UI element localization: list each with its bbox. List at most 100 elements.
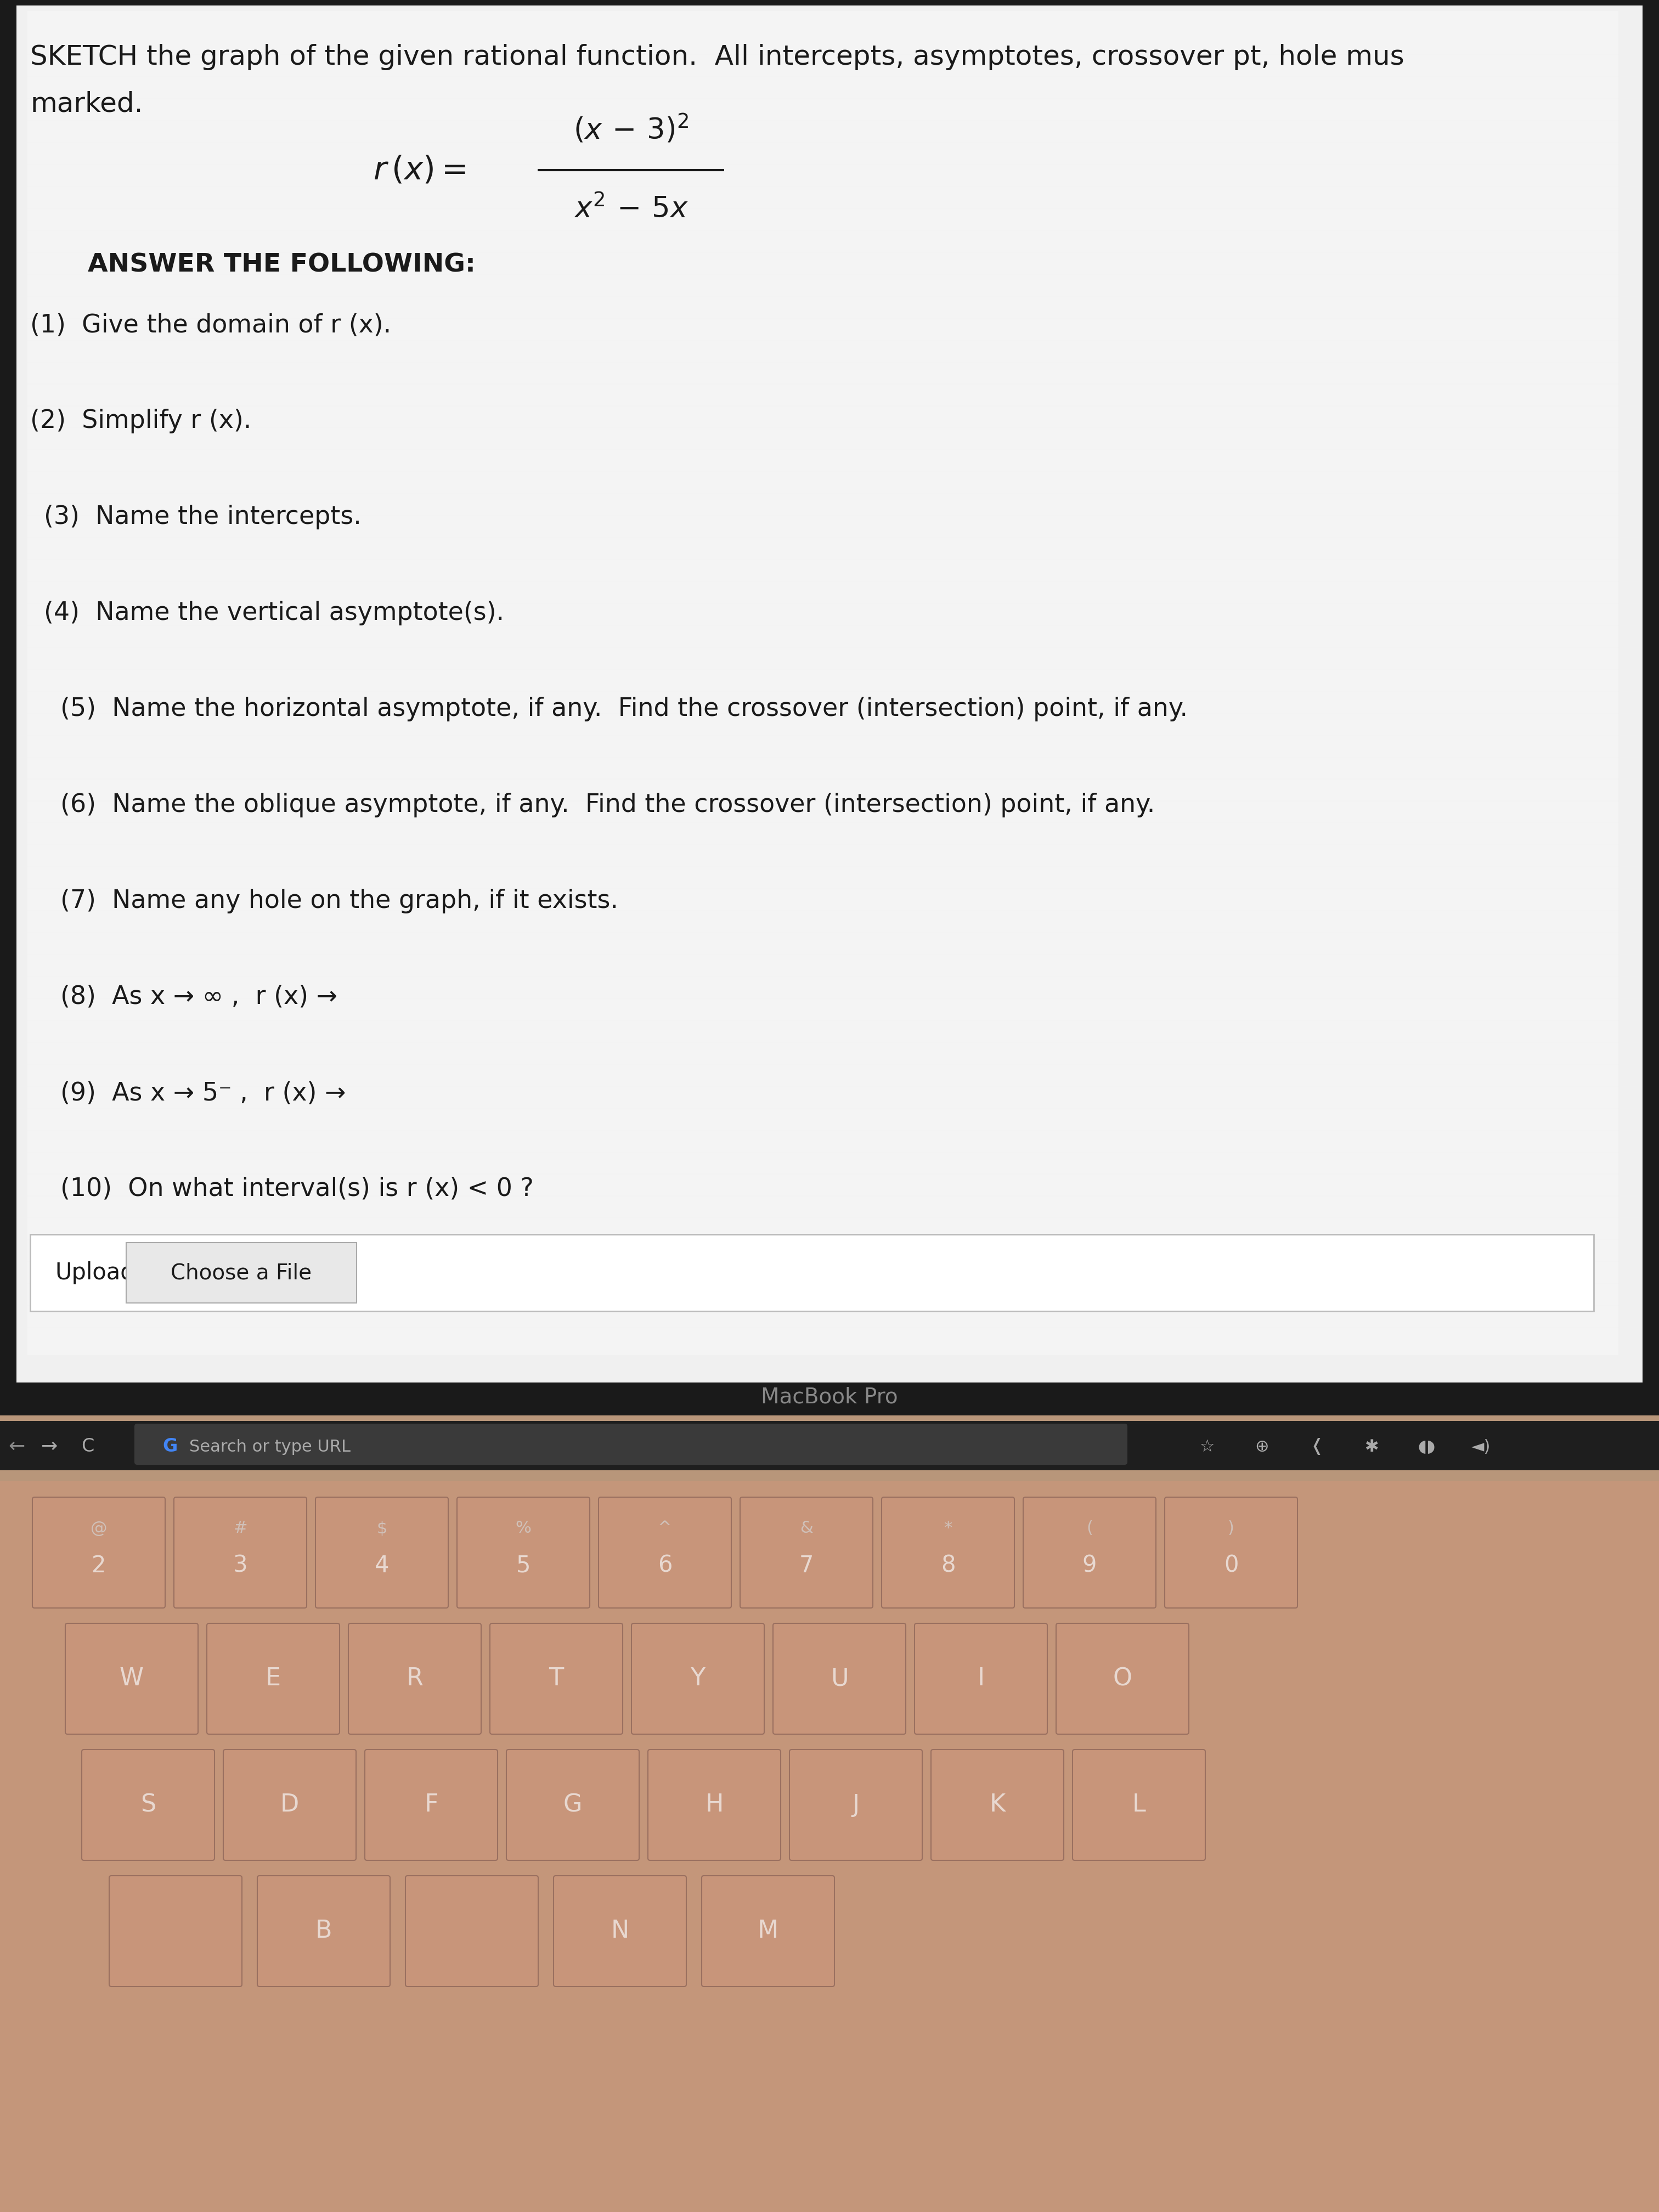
FancyBboxPatch shape — [257, 1876, 390, 1986]
Text: (: ( — [1087, 1520, 1093, 1537]
Text: $(x\,-\,3)^2$: $(x\,-\,3)^2$ — [574, 113, 688, 146]
Text: B: B — [315, 1920, 332, 1942]
Text: 9: 9 — [1082, 1555, 1097, 1577]
Text: ✱: ✱ — [1365, 1438, 1379, 1455]
Text: T: T — [549, 1668, 564, 1690]
FancyBboxPatch shape — [365, 1750, 498, 1860]
FancyBboxPatch shape — [632, 1624, 765, 1734]
Text: $x^2\,-\,5x$: $x^2\,-\,5x$ — [574, 195, 688, 223]
Text: O: O — [1113, 1668, 1131, 1690]
Text: C: C — [81, 1438, 95, 1455]
FancyBboxPatch shape — [348, 1624, 481, 1734]
Text: 0: 0 — [1224, 1555, 1238, 1577]
Text: (1)  Give the domain of r (x).: (1) Give the domain of r (x). — [30, 312, 392, 338]
Text: ⊕: ⊕ — [1254, 1438, 1269, 1455]
Text: 8: 8 — [941, 1555, 956, 1577]
Text: E: E — [265, 1668, 280, 1690]
FancyBboxPatch shape — [881, 1498, 1014, 1608]
FancyBboxPatch shape — [914, 1624, 1047, 1734]
FancyBboxPatch shape — [1072, 1750, 1206, 1860]
Text: L: L — [1131, 1794, 1146, 1816]
Text: *: * — [944, 1520, 952, 1537]
Text: H: H — [705, 1794, 723, 1816]
Text: ☆: ☆ — [1199, 1438, 1214, 1455]
Text: (8)  As x → ∞ ,  r (x) →: (8) As x → ∞ , r (x) → — [60, 984, 337, 1009]
FancyBboxPatch shape — [207, 1624, 340, 1734]
FancyBboxPatch shape — [1024, 1498, 1156, 1608]
Text: W: W — [119, 1668, 144, 1690]
Text: ^: ^ — [659, 1520, 672, 1537]
Text: ◄): ◄) — [1472, 1438, 1491, 1455]
Text: #: # — [234, 1520, 247, 1537]
Text: (10)  On what interval(s) is r (x) < 0 ?: (10) On what interval(s) is r (x) < 0 ? — [60, 1177, 534, 1201]
Text: &: & — [800, 1520, 813, 1537]
Text: ←: ← — [8, 1438, 25, 1455]
Text: N: N — [611, 1920, 629, 1942]
Text: D: D — [280, 1794, 299, 1816]
FancyBboxPatch shape — [224, 1750, 357, 1860]
Text: →: → — [41, 1438, 58, 1455]
Text: K: K — [989, 1794, 1005, 1816]
FancyBboxPatch shape — [81, 1750, 214, 1860]
Bar — [28, 11, 1619, 1356]
Text: (6)  Name the oblique asymptote, if any.  Find the crossover (intersection) poin: (6) Name the oblique asymptote, if any. … — [60, 792, 1155, 818]
Text: marked.: marked. — [30, 91, 143, 117]
FancyBboxPatch shape — [1057, 1624, 1190, 1734]
FancyBboxPatch shape — [1165, 1498, 1297, 1608]
Text: (4)  Name the vertical asymptote(s).: (4) Name the vertical asymptote(s). — [43, 602, 504, 626]
FancyBboxPatch shape — [33, 1498, 166, 1608]
Text: ❬: ❬ — [1309, 1438, 1324, 1455]
Text: G: G — [564, 1794, 582, 1816]
Text: 3: 3 — [232, 1555, 247, 1577]
Text: 7: 7 — [800, 1555, 813, 1577]
Bar — [0, 1420, 1659, 1471]
FancyBboxPatch shape — [405, 1876, 538, 1986]
FancyBboxPatch shape — [599, 1498, 732, 1608]
FancyBboxPatch shape — [740, 1498, 873, 1608]
FancyBboxPatch shape — [456, 1498, 589, 1608]
Text: Upload: Upload — [55, 1261, 134, 1285]
Text: $: $ — [377, 1520, 387, 1537]
Text: %: % — [516, 1520, 531, 1537]
Text: ◖◗: ◖◗ — [1417, 1438, 1435, 1455]
FancyBboxPatch shape — [489, 1624, 622, 1734]
FancyBboxPatch shape — [649, 1750, 781, 1860]
FancyBboxPatch shape — [506, 1750, 639, 1860]
FancyBboxPatch shape — [109, 1876, 242, 1986]
Text: F: F — [425, 1794, 438, 1816]
Text: 6: 6 — [657, 1555, 672, 1577]
Bar — [0, 0, 1659, 1416]
FancyBboxPatch shape — [126, 1243, 357, 1303]
FancyBboxPatch shape — [30, 1234, 1594, 1312]
FancyBboxPatch shape — [554, 1876, 687, 1986]
Text: (9)  As x → 5⁻ ,  r (x) →: (9) As x → 5⁻ , r (x) → — [60, 1082, 345, 1106]
FancyBboxPatch shape — [315, 1498, 448, 1608]
Text: M: M — [758, 1920, 778, 1942]
FancyBboxPatch shape — [174, 1498, 307, 1608]
FancyBboxPatch shape — [931, 1750, 1063, 1860]
Text: U: U — [831, 1668, 848, 1690]
FancyBboxPatch shape — [702, 1876, 834, 1986]
Text: SKETCH the graph of the given rational function.  All intercepts, asymptotes, cr: SKETCH the graph of the given rational f… — [30, 44, 1404, 71]
Text: @: @ — [90, 1520, 108, 1537]
Text: 5: 5 — [516, 1555, 531, 1577]
Text: (7)  Name any hole on the graph, if it exists.: (7) Name any hole on the graph, if it ex… — [60, 889, 619, 914]
Text: 2: 2 — [91, 1555, 106, 1577]
FancyBboxPatch shape — [790, 1750, 922, 1860]
Text: (3)  Name the intercepts.: (3) Name the intercepts. — [43, 504, 362, 529]
Text: J: J — [853, 1794, 859, 1816]
FancyBboxPatch shape — [773, 1624, 906, 1734]
Text: ANSWER THE FOLLOWING:: ANSWER THE FOLLOWING: — [88, 252, 476, 276]
Text: ): ) — [1228, 1520, 1234, 1537]
Text: MacBook Pro: MacBook Pro — [761, 1387, 898, 1407]
Text: Y: Y — [690, 1668, 705, 1690]
Bar — [17, 4, 1642, 1383]
Text: (2)  Simplify r (x).: (2) Simplify r (x). — [30, 409, 252, 434]
Text: $r\,(x) =$: $r\,(x) =$ — [373, 155, 466, 186]
Text: I: I — [977, 1668, 984, 1690]
Text: Choose a File: Choose a File — [171, 1263, 312, 1283]
Text: G: G — [163, 1438, 178, 1455]
FancyBboxPatch shape — [65, 1624, 197, 1734]
Text: 4: 4 — [375, 1555, 390, 1577]
Bar — [0, 1482, 1659, 2212]
